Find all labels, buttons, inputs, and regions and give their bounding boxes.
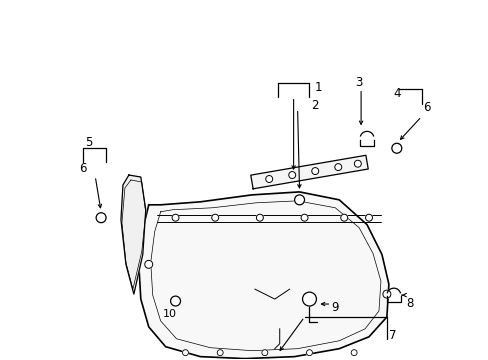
- Circle shape: [96, 213, 106, 223]
- Circle shape: [311, 168, 318, 175]
- Circle shape: [172, 214, 179, 221]
- Circle shape: [144, 260, 152, 268]
- Polygon shape: [250, 155, 367, 189]
- Circle shape: [217, 350, 223, 356]
- Circle shape: [340, 214, 347, 221]
- Polygon shape: [139, 192, 388, 359]
- Circle shape: [262, 350, 267, 356]
- Circle shape: [211, 214, 218, 221]
- Text: 2: 2: [311, 99, 318, 112]
- Circle shape: [302, 292, 316, 306]
- Circle shape: [294, 195, 304, 205]
- Text: 1: 1: [314, 81, 321, 94]
- Circle shape: [350, 350, 356, 356]
- Text: 3: 3: [354, 76, 362, 89]
- Circle shape: [265, 176, 272, 183]
- Circle shape: [354, 160, 361, 167]
- Circle shape: [306, 350, 312, 356]
- Text: 6: 6: [423, 100, 430, 114]
- Text: 7: 7: [388, 329, 396, 342]
- Circle shape: [256, 214, 263, 221]
- Circle shape: [170, 296, 180, 306]
- Circle shape: [365, 214, 372, 221]
- Circle shape: [391, 143, 401, 153]
- Text: 5: 5: [85, 136, 92, 149]
- Circle shape: [382, 290, 390, 298]
- Circle shape: [288, 172, 295, 179]
- Circle shape: [334, 164, 341, 171]
- Text: 4: 4: [393, 87, 401, 100]
- Text: 10: 10: [163, 309, 176, 319]
- Circle shape: [301, 214, 307, 221]
- Polygon shape: [121, 175, 145, 294]
- Text: 9: 9: [331, 301, 338, 314]
- Text: 6: 6: [79, 162, 86, 175]
- Circle shape: [182, 350, 188, 356]
- Text: 8: 8: [406, 297, 413, 310]
